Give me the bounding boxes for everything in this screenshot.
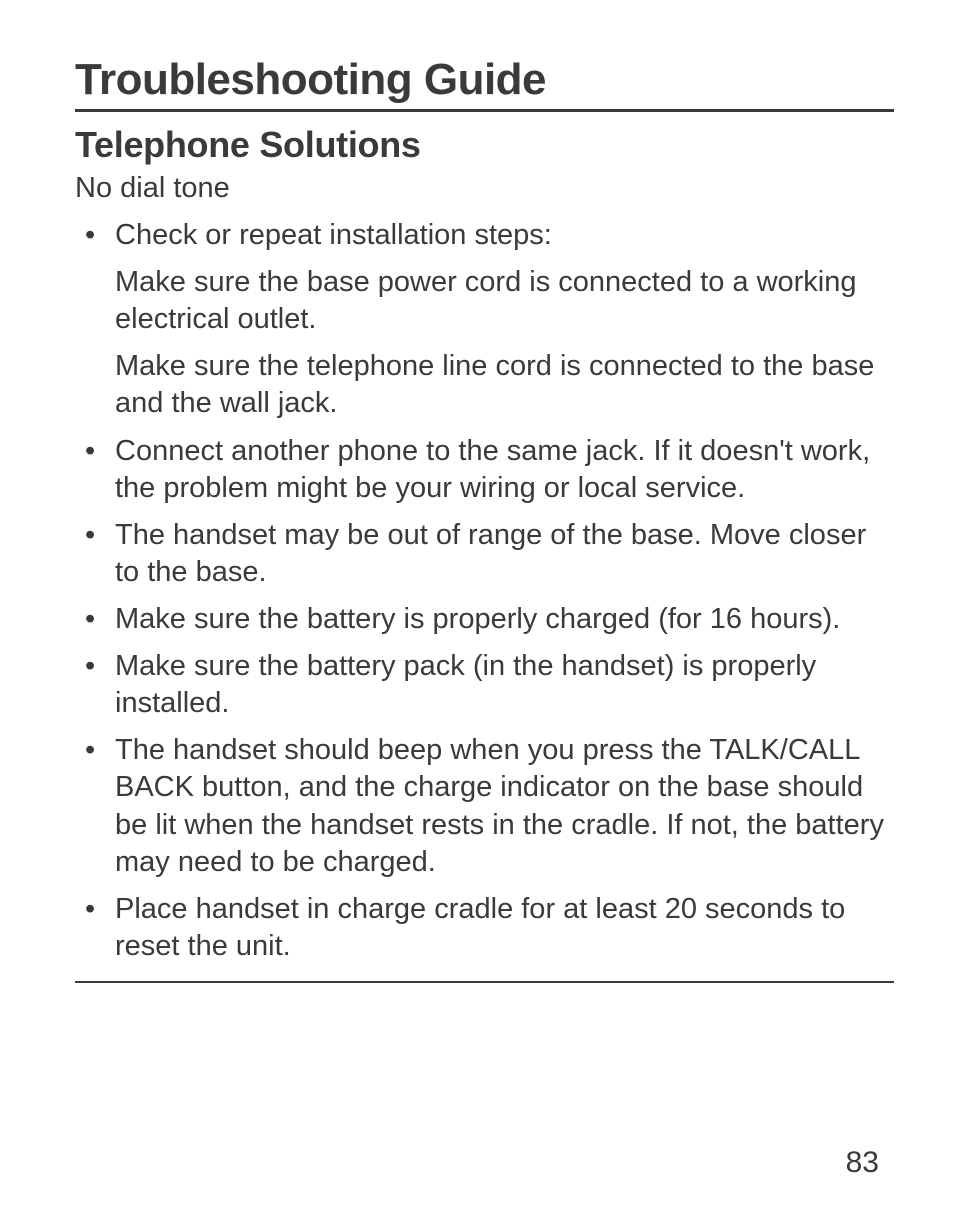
list-item: Make sure the battery pack (in the hands… <box>75 648 894 722</box>
troubleshooting-list: Check or repeat installation steps: Make … <box>75 217 894 983</box>
list-item: The handset should beep when you press t… <box>75 732 894 880</box>
list-sub-paragraph: Make sure the telephone line cord is con… <box>75 348 894 422</box>
list-item: Place handset in charge cradle for at le… <box>75 891 894 965</box>
list-sub-paragraph: Make sure the base power cord is connect… <box>75 264 894 338</box>
list-item: Check or repeat installation steps: <box>75 217 894 254</box>
list-item: Connect another phone to the same jack. … <box>75 433 894 507</box>
list-item: Make sure the battery is properly charge… <box>75 601 894 638</box>
list-item: The handset may be out of range of the b… <box>75 517 894 591</box>
page-number: 83 <box>846 1146 879 1180</box>
subsection-title: No dial tone <box>75 172 894 205</box>
page-title: Troubleshooting Guide <box>75 55 894 112</box>
section-title: Telephone Solutions <box>75 124 894 166</box>
